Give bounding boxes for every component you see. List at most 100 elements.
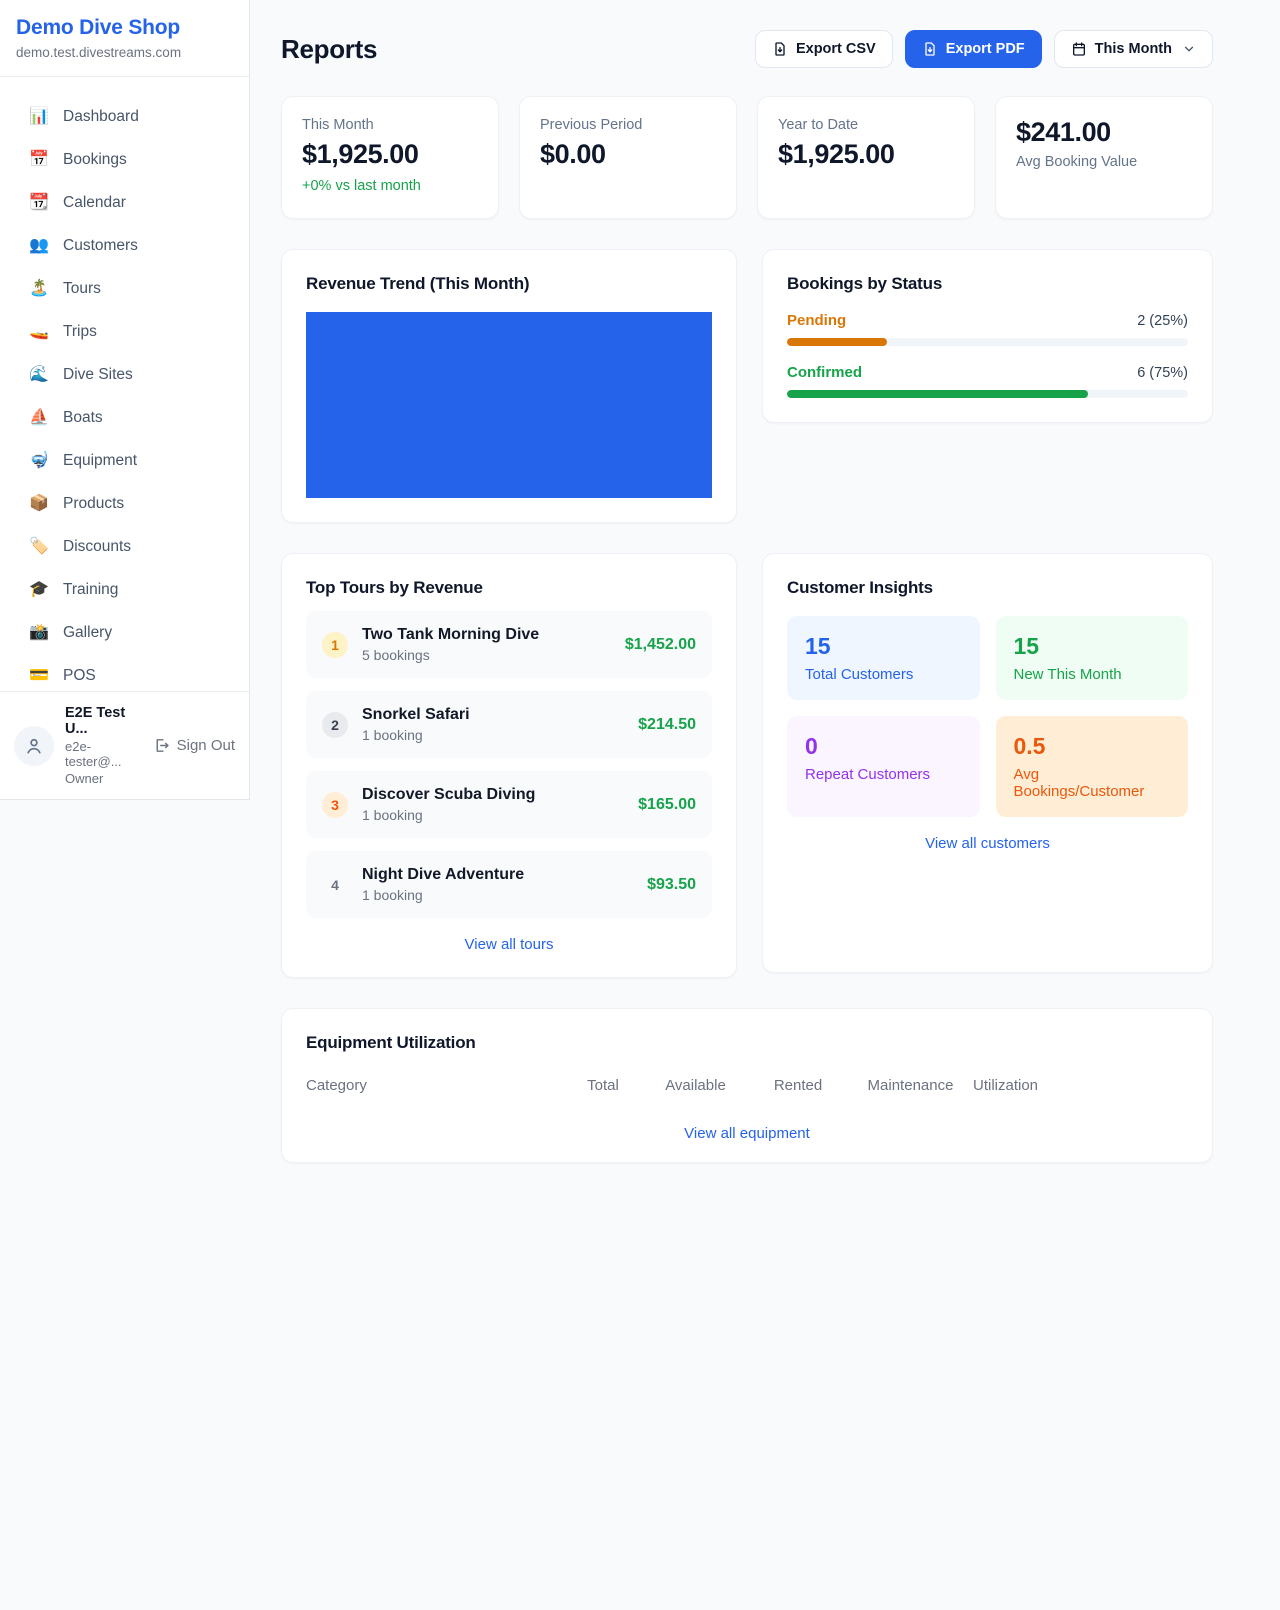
status-bar-fill bbox=[787, 338, 888, 346]
status-count: 6 (75%) bbox=[1137, 365, 1188, 381]
tour-bookings: 5 bookings bbox=[362, 647, 430, 663]
island-icon: 🏝️ bbox=[29, 279, 49, 297]
insight-value: 15 bbox=[1013, 633, 1040, 659]
sidebar-item-label: Bookings bbox=[63, 150, 127, 168]
col-rented: Rented bbox=[773, 1076, 823, 1094]
main-content: Reports Export CSV Export PDF This Month bbox=[250, 0, 1280, 1223]
sidebar-item-label: Boats bbox=[63, 408, 103, 426]
sidebar-item-calendar[interactable]: 📆 Calendar bbox=[16, 181, 237, 224]
charts-row: Revenue Trend (This Month) Bookings by S… bbox=[281, 249, 1213, 523]
shop-header: Demo Dive Shop demo.test.divestreams.com bbox=[0, 0, 249, 77]
view-all-customers-link[interactable]: View all customers bbox=[925, 835, 1050, 852]
dashboard-icon: 📊 bbox=[29, 107, 49, 125]
insight-value: 0 bbox=[805, 733, 818, 759]
rank-badge: 4 bbox=[331, 876, 339, 893]
col-maintenance: Maintenance bbox=[867, 1076, 954, 1094]
tour-revenue: $214.50 bbox=[638, 715, 696, 733]
export-pdf-button[interactable]: Export PDF bbox=[904, 30, 1042, 68]
diving-mask-icon: 🤿 bbox=[29, 451, 49, 469]
tour-row: 3 Discover Scuba Diving 1 booking $165.0… bbox=[306, 771, 712, 838]
sidebar-item-boats[interactable]: ⛵ Boats bbox=[16, 396, 237, 439]
stat-label: Year to Date bbox=[778, 117, 859, 133]
sign-out-button[interactable]: Sign Out bbox=[153, 737, 235, 754]
tour-row: 1 Two Tank Morning Dive 5 bookings $1,45… bbox=[306, 611, 712, 678]
revenue-trend-panel: Revenue Trend (This Month) bbox=[281, 249, 737, 523]
shop-name: Demo Dive Shop bbox=[16, 16, 181, 39]
stat-value: $1,925.00 bbox=[778, 139, 895, 169]
sidebar-item-pos[interactable]: 💳 POS bbox=[16, 654, 237, 697]
page-header: Reports Export CSV Export PDF This Month bbox=[281, 30, 1213, 68]
insight-label: Repeat Customers bbox=[805, 766, 931, 783]
stat-card-this-month: This Month $1,925.00 +0% vs last month bbox=[281, 96, 499, 219]
sidebar-item-label: Calendar bbox=[63, 193, 126, 211]
sidebar-item-label: Dashboard bbox=[63, 107, 139, 125]
user-icon bbox=[27, 738, 41, 753]
sidebar-item-dive-sites[interactable]: 🌊 Dive Sites bbox=[16, 353, 237, 396]
stat-card-avg-booking-value: $241.00 Avg Booking Value bbox=[995, 96, 1213, 219]
rank-badge: 3 bbox=[322, 791, 348, 818]
tour-name: Snorkel Safari bbox=[362, 706, 470, 723]
tour-revenue: $93.50 bbox=[647, 875, 696, 893]
status-bar-track bbox=[787, 390, 1188, 398]
view-all-equipment-link[interactable]: View all equipment bbox=[684, 1125, 810, 1142]
status-row-pending: Pending 2 (25%) bbox=[787, 312, 1188, 346]
file-download-icon bbox=[925, 42, 935, 56]
sailboat-icon: ⛵ bbox=[29, 408, 49, 426]
credit-card-icon: 💳 bbox=[29, 666, 49, 684]
tour-row: 2 Snorkel Safari 1 booking $214.50 bbox=[306, 691, 712, 758]
insight-value: 0.5 bbox=[1013, 733, 1046, 759]
sidebar-item-training[interactable]: 🎓 Training bbox=[16, 568, 237, 611]
insight-value: 15 bbox=[805, 633, 831, 659]
sidebar-item-label: Customers bbox=[63, 236, 138, 254]
sidebar-item-label: Trips bbox=[63, 322, 97, 340]
stat-delta: +0% vs last month bbox=[302, 178, 421, 194]
sidebar-item-label: Gallery bbox=[63, 623, 113, 641]
sidebar-item-tours[interactable]: 🏝️ Tours bbox=[16, 267, 237, 310]
status-count: 2 (25%) bbox=[1137, 313, 1188, 329]
col-available: Available bbox=[665, 1076, 726, 1094]
sidebar-item-label: Discounts bbox=[63, 537, 132, 555]
page-title: Reports bbox=[281, 33, 378, 64]
stat-label: Avg Booking Value bbox=[1016, 154, 1138, 170]
equipment-table: Category Total Available Rented Maintena… bbox=[306, 1067, 1188, 1107]
col-utilization: Utilization bbox=[973, 1076, 1039, 1094]
sidebar-item-customers[interactable]: 👥 Customers bbox=[16, 224, 237, 267]
sidebar-item-gallery[interactable]: 📸 Gallery bbox=[16, 611, 237, 654]
status-label: Pending bbox=[787, 312, 847, 329]
tour-bookings: 1 booking bbox=[362, 807, 423, 823]
sign-out-icon bbox=[156, 739, 169, 752]
rank-badge: 1 bbox=[322, 631, 348, 658]
calendar-icon: 📆 bbox=[29, 193, 49, 211]
sidebar-item-trips[interactable]: 🚤 Trips bbox=[16, 310, 237, 353]
col-total: Total bbox=[587, 1076, 619, 1094]
sidebar-item-bookings[interactable]: 📅 Bookings bbox=[16, 138, 237, 181]
package-icon: 📦 bbox=[29, 494, 49, 512]
revenue-trend-chart bbox=[306, 312, 712, 498]
stat-cards: This Month $1,925.00 +0% vs last month P… bbox=[281, 96, 1213, 219]
sidebar-item-label: Equipment bbox=[63, 451, 138, 469]
insight-label: Total Customers bbox=[805, 666, 914, 683]
sidebar-item-equipment[interactable]: 🤿 Equipment bbox=[16, 439, 237, 482]
table-header-row: Category Total Available Rented Maintena… bbox=[306, 1067, 1188, 1107]
calendar-icon bbox=[1072, 42, 1085, 56]
tour-name: Night Dive Adventure bbox=[362, 866, 525, 883]
tour-bookings: 1 booking bbox=[362, 727, 423, 743]
insight-label: Avg Bookings/Customer bbox=[1013, 766, 1145, 800]
shop-domain: demo.test.divestreams.com bbox=[16, 45, 182, 60]
view-all-tours-link[interactable]: View all tours bbox=[464, 936, 554, 953]
sidebar-item-dashboard[interactable]: 📊 Dashboard bbox=[16, 95, 237, 138]
chevron-down-icon bbox=[1184, 46, 1194, 52]
rank-badge: 2 bbox=[322, 711, 348, 738]
sidebar-item-products[interactable]: 📦 Products bbox=[16, 482, 237, 525]
equipment-utilization-panel: Equipment Utilization Category Total Ava… bbox=[281, 1008, 1213, 1163]
speedboat-icon: 🚤 bbox=[29, 322, 49, 340]
customers-icon: 👥 bbox=[29, 236, 49, 254]
tag-icon: 🏷️ bbox=[29, 537, 49, 555]
header-actions: Export CSV Export PDF This Month bbox=[754, 30, 1213, 68]
customer-insights-title: Customer Insights bbox=[787, 578, 933, 597]
sidebar-item-discounts[interactable]: 🏷️ Discounts bbox=[16, 525, 237, 568]
period-dropdown[interactable]: This Month bbox=[1053, 30, 1213, 68]
tour-bookings: 1 booking bbox=[362, 887, 423, 903]
insight-label: New This Month bbox=[1013, 666, 1122, 683]
export-csv-button[interactable]: Export CSV bbox=[754, 30, 893, 68]
